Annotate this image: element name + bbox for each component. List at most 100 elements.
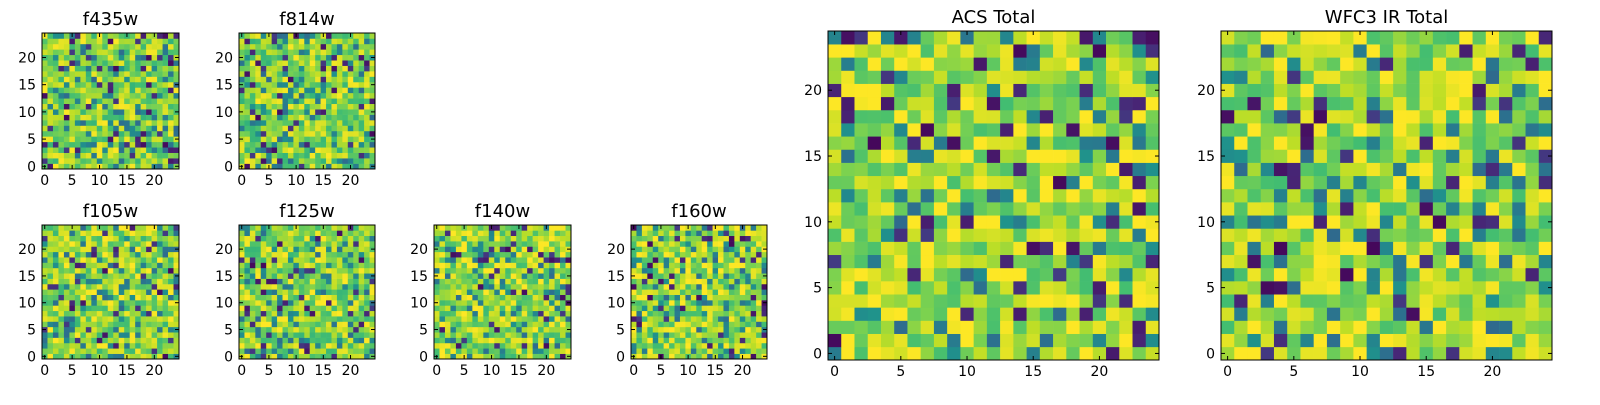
heatmap-cell: [1066, 189, 1080, 202]
heatmap-cell: [124, 147, 130, 153]
heatmap-cell: [1380, 202, 1394, 215]
heatmap-cell: [304, 87, 310, 93]
heatmap-cell: [86, 273, 92, 279]
heatmap-cell: [64, 55, 70, 61]
heatmap-cell: [102, 153, 108, 159]
heatmap-cell: [157, 295, 163, 301]
heatmap-cell: [146, 142, 152, 148]
heatmap-cell: [64, 77, 70, 83]
heatmap-cell: [272, 257, 278, 263]
heatmap-cell: [261, 82, 267, 88]
heatmap-cell: [86, 348, 92, 354]
heatmap-cell: [250, 236, 256, 242]
heatmap-cell: [494, 284, 500, 290]
heatmap-cell: [146, 120, 152, 126]
heatmap-cell: [86, 115, 92, 121]
heatmap-cell: [533, 263, 539, 269]
heatmap-cell: [321, 82, 327, 88]
heatmap-cell: [1274, 281, 1288, 294]
heatmap-cell: [261, 49, 267, 55]
heatmap-cell: [658, 241, 664, 247]
heatmap-cell: [283, 289, 289, 295]
heatmap-cell: [439, 321, 445, 327]
heatmap-cell: [439, 295, 445, 301]
heatmap-cell: [157, 279, 163, 285]
panel-title: f814w: [279, 9, 334, 30]
heatmap-cell: [745, 354, 751, 360]
heatmap-cell: [921, 136, 935, 149]
heatmap-cell: [97, 252, 103, 258]
heatmap-cell: [75, 142, 81, 148]
heatmap-cell: [434, 263, 440, 269]
heatmap-cell: [168, 87, 174, 93]
heatmap-cell: [130, 82, 136, 88]
heatmap-cell: [1499, 321, 1513, 334]
heatmap-cell: [1013, 97, 1027, 110]
heatmap-cell: [1013, 123, 1027, 136]
heatmap-cell: [533, 246, 539, 252]
heatmap-cell: [751, 305, 757, 311]
heatmap-cell: [102, 284, 108, 290]
heatmap-cell: [75, 246, 81, 252]
heatmap-cell: [370, 131, 376, 137]
heatmap-cell: [500, 273, 506, 279]
heatmap-cell: [342, 263, 348, 269]
heatmap-cell: [58, 115, 64, 121]
heatmap-cell: [304, 252, 310, 258]
heatmap-cell: [244, 300, 250, 306]
heatmap-cell: [91, 236, 97, 242]
heatmap-cell: [854, 31, 868, 44]
heatmap-cell: [1261, 202, 1275, 215]
heatmap-cell: [445, 305, 451, 311]
heatmap-cell: [960, 136, 974, 149]
heatmap-cell: [75, 284, 81, 290]
heatmap-cell: [261, 263, 267, 269]
heatmap-cell: [64, 120, 70, 126]
heatmap-cell: [500, 289, 506, 295]
heatmap-cell: [1314, 268, 1328, 281]
heatmap-cell: [566, 284, 572, 290]
heatmap-cell: [450, 230, 456, 236]
heatmap-cell: [707, 327, 713, 333]
heatmap-cell: [1221, 307, 1235, 320]
heatmap-cell: [250, 273, 256, 279]
heatmap-cell: [359, 343, 365, 349]
heatmap-cell: [533, 273, 539, 279]
heatmap-cell: [47, 115, 53, 121]
heatmap-cell: [108, 225, 114, 231]
heatmap-cell: [239, 93, 245, 99]
heatmap-cell: [353, 279, 359, 285]
heatmap-cell: [718, 246, 724, 252]
heatmap-cell: [272, 332, 278, 338]
heatmap-cell: [353, 93, 359, 99]
heatmap-cell: [1539, 307, 1553, 320]
heatmap-cell: [47, 300, 53, 306]
heatmap-cell: [119, 147, 125, 153]
heatmap-cell: [152, 241, 158, 247]
heatmap-cell: [135, 142, 141, 148]
heatmap-cell: [310, 300, 316, 306]
heatmap-cell: [108, 273, 114, 279]
heatmap-cell: [734, 263, 740, 269]
x-tick-label: 20: [734, 363, 752, 379]
heatmap-cell: [42, 284, 48, 290]
heatmap-cell: [483, 225, 489, 231]
heatmap-cell: [505, 289, 511, 295]
heatmap-cell: [130, 246, 136, 252]
heatmap-cell: [97, 60, 103, 66]
heatmap-cell: [277, 295, 283, 301]
heatmap-cell: [310, 236, 316, 242]
heatmap-cell: [707, 284, 713, 290]
heatmap-cell: [288, 279, 294, 285]
heatmap-cell: [174, 279, 180, 285]
heatmap-cell: [1053, 347, 1067, 360]
heatmap-cell: [566, 295, 572, 301]
heatmap-cell: [489, 236, 495, 242]
heatmap-cell: [1119, 321, 1133, 334]
heatmap-cell: [907, 97, 921, 110]
heatmap-cell: [718, 225, 724, 231]
heatmap-cell: [1053, 97, 1067, 110]
heatmap-cell: [272, 98, 278, 104]
heatmap-cell: [1314, 334, 1328, 347]
heatmap-cell: [64, 338, 70, 344]
